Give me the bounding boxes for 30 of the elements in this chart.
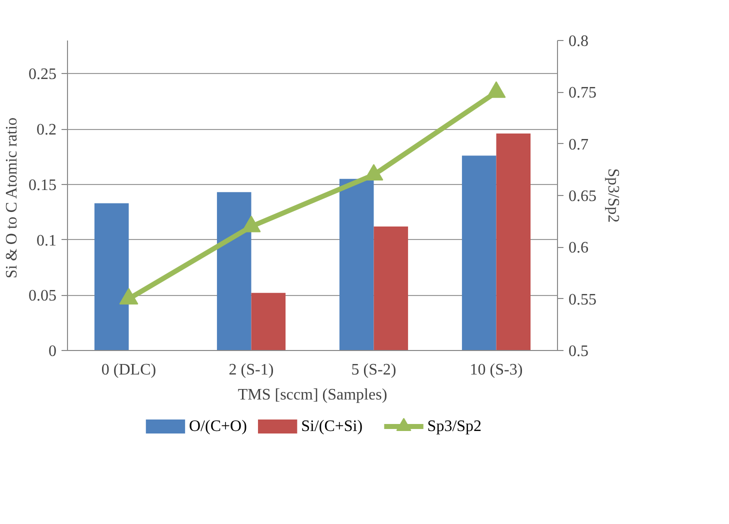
legend-label: Sp3/Sp2 [427, 418, 482, 435]
x-tick-label: 10 (S-3) [470, 362, 523, 378]
y-tick-label: 0.25 [28, 66, 56, 84]
x-tick-label: 2 (S-1) [228, 362, 274, 378]
y2-tick-label: 0.8 [568, 33, 588, 50]
y2-tick-label: 0.7 [568, 136, 588, 154]
y2-axis-title: Sp3/Sp2 [604, 168, 622, 223]
y-tick-label: 0 [48, 343, 56, 360]
bar [251, 292, 286, 350]
bar [374, 226, 408, 350]
bar [339, 178, 374, 350]
x-axis-title: TMS [sccm] (Samples) [238, 386, 388, 404]
x-tick-label: 5 (S-2) [351, 362, 396, 378]
y2-tick-label: 0.5 [568, 343, 588, 360]
bar [216, 192, 252, 350]
legend-label: O/(C+O) [189, 418, 247, 435]
y-tick-label: 0.2 [36, 122, 56, 139]
y-tick-label: 0.15 [28, 176, 56, 194]
x-tick-label: 0 (DLC) [101, 362, 156, 378]
legend-label: Si/(C+Si) [301, 418, 363, 435]
y-tick-label: 0.1 [36, 232, 56, 250]
y-axis-title: Si & O to C Atomic ratio [4, 117, 20, 278]
bar [94, 203, 129, 350]
y-tick-label: 0.05 [28, 288, 56, 305]
y2-tick-label: 0.75 [568, 84, 596, 102]
y2-tick-label: 0.55 [568, 291, 596, 308]
bar [496, 134, 531, 350]
bar [462, 156, 496, 350]
y2-tick-label: 0.65 [568, 188, 596, 205]
y2-tick-label: 0.6 [568, 240, 588, 257]
